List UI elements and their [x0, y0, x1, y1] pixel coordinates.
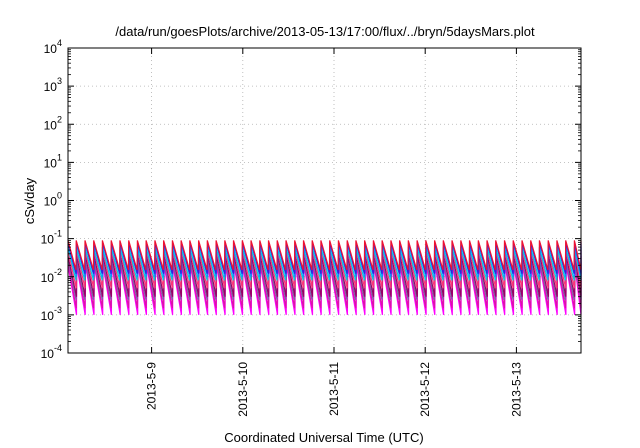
- y-tick-label: 104: [44, 38, 62, 56]
- y-tick-label: 100: [44, 191, 62, 209]
- axes: 10-4 10-3 10-2 10-1 100 101 102 103 104 2013-5-9 2…: [41, 38, 582, 417]
- x-tick-label: 2013-5-11: [327, 362, 341, 416]
- x-tick-label: 2013-5-12: [418, 362, 432, 417]
- y-tick-label: 10-3: [41, 305, 62, 323]
- x-tick-label: 2013-5-9: [145, 362, 159, 410]
- y-tick-label: 10-4: [41, 343, 62, 361]
- x-axis-label: Coordinated Universal Time (UTC): [224, 430, 423, 445]
- x-tick-label: 2013-5-13: [509, 362, 523, 417]
- y-tick-label: 101: [44, 152, 62, 170]
- plot-frame: [67, 47, 582, 354]
- series-layer: [67, 240, 582, 316]
- y-tick-label: 102: [44, 114, 62, 132]
- x-tick-label: 2013-5-10: [236, 362, 250, 417]
- y-axis-label: cSv/day: [22, 177, 37, 224]
- chart-title: /data/run/goesPlots/archive/2013-05-13/1…: [115, 24, 535, 39]
- y-tick-label: 10-1: [41, 229, 62, 247]
- series-line: [67, 240, 582, 271]
- y-tick-label: 103: [44, 76, 62, 94]
- y-tick-label: 10-2: [41, 267, 62, 285]
